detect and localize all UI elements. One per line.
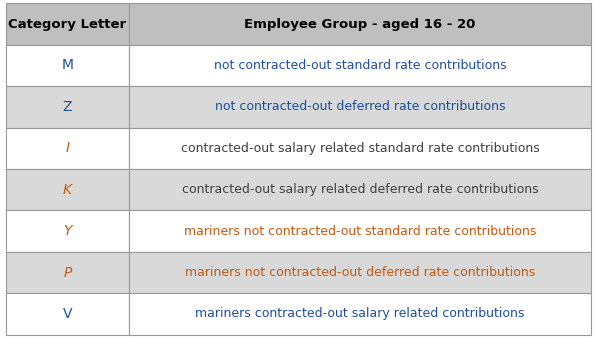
Text: contracted-out salary related standard rate contributions: contracted-out salary related standard r…: [180, 142, 539, 155]
Bar: [6, 293, 129, 335]
Bar: [129, 127, 591, 169]
Bar: [129, 3, 591, 45]
Bar: [129, 169, 591, 210]
Text: Z: Z: [63, 100, 72, 114]
Bar: [129, 45, 591, 86]
Bar: [6, 86, 129, 127]
Text: Y: Y: [63, 224, 72, 238]
Bar: [129, 293, 591, 335]
Text: Employee Group - aged 16 - 20: Employee Group - aged 16 - 20: [244, 18, 476, 30]
Bar: [6, 45, 129, 86]
Bar: [6, 3, 129, 45]
Text: mariners contracted-out salary related contributions: mariners contracted-out salary related c…: [195, 308, 525, 320]
Bar: [6, 169, 129, 210]
Text: Category Letter: Category Letter: [8, 18, 127, 30]
Text: I: I: [65, 141, 69, 155]
Text: M: M: [61, 58, 73, 72]
Text: K: K: [63, 183, 72, 197]
Text: P: P: [63, 266, 72, 280]
Text: V: V: [63, 307, 72, 321]
Text: mariners not contracted-out standard rate contributions: mariners not contracted-out standard rat…: [184, 225, 536, 238]
Bar: [129, 252, 591, 293]
Bar: [129, 210, 591, 252]
Bar: [6, 252, 129, 293]
Text: contracted-out salary related deferred rate contributions: contracted-out salary related deferred r…: [181, 183, 538, 196]
Bar: [129, 86, 591, 127]
Text: not contracted-out deferred rate contributions: not contracted-out deferred rate contrib…: [215, 100, 505, 113]
Bar: [6, 210, 129, 252]
Bar: [6, 127, 129, 169]
Text: mariners not contracted-out deferred rate contributions: mariners not contracted-out deferred rat…: [185, 266, 535, 279]
Text: not contracted-out standard rate contributions: not contracted-out standard rate contrib…: [214, 59, 506, 72]
